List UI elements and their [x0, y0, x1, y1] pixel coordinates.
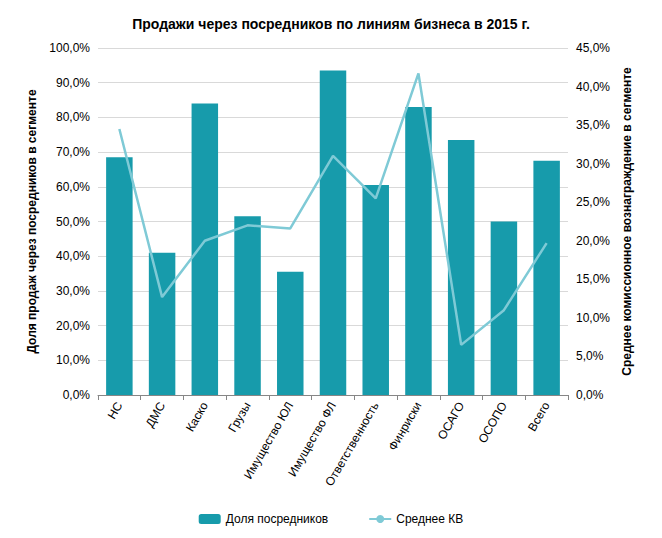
svg-text:100,0%: 100,0%	[49, 41, 90, 55]
svg-text:40,0%: 40,0%	[576, 80, 610, 94]
svg-text:0,0%: 0,0%	[576, 388, 604, 402]
svg-text:Финриски: Финриски	[386, 399, 425, 453]
svg-text:10,0%: 10,0%	[56, 353, 90, 367]
svg-text:25,0%: 25,0%	[576, 195, 610, 209]
svg-text:15,0%: 15,0%	[576, 272, 610, 286]
svg-text:Доля продаж через посредников: Доля продаж через посредников в сегменте	[25, 89, 39, 353]
svg-text:Продажи через посредников по л: Продажи через посредников по линиям бизн…	[132, 16, 530, 32]
svg-text:Среднее комиссионное вознаграж: Среднее комиссионное вознаграждение в се…	[620, 67, 634, 376]
svg-text:80,0%: 80,0%	[56, 110, 90, 124]
svg-text:НС: НС	[105, 399, 126, 421]
svg-text:0,0%: 0,0%	[63, 388, 91, 402]
svg-text:45,0%: 45,0%	[576, 41, 610, 55]
svg-text:ДМС: ДМС	[143, 399, 169, 429]
svg-text:Имущество ЮЛ: Имущество ЮЛ	[241, 399, 297, 482]
svg-text:30,0%: 30,0%	[56, 284, 90, 298]
svg-text:Каско: Каско	[183, 399, 211, 434]
svg-text:70,0%: 70,0%	[56, 145, 90, 159]
svg-text:5,0%: 5,0%	[576, 349, 604, 363]
svg-text:Ответственность: Ответственность	[322, 399, 381, 488]
svg-text:35,0%: 35,0%	[576, 118, 610, 132]
svg-text:Доля посредников: Доля посредников	[226, 512, 329, 526]
svg-text:10,0%: 10,0%	[576, 311, 610, 325]
svg-text:60,0%: 60,0%	[56, 180, 90, 194]
svg-text:ОСАГО: ОСАГО	[435, 399, 468, 441]
svg-text:30,0%: 30,0%	[576, 157, 610, 171]
svg-text:20,0%: 20,0%	[56, 319, 90, 333]
svg-text:Имущество ФЛ: Имущество ФЛ	[285, 399, 340, 479]
svg-text:Грузы: Грузы	[225, 399, 253, 434]
svg-text:50,0%: 50,0%	[56, 215, 90, 229]
svg-text:ОСОПО: ОСОПО	[475, 399, 510, 445]
svg-text:Среднее КВ: Среднее КВ	[396, 512, 463, 526]
svg-text:40,0%: 40,0%	[56, 249, 90, 263]
svg-text:Всего: Всего	[525, 399, 553, 434]
svg-text:90,0%: 90,0%	[56, 76, 90, 90]
svg-text:20,0%: 20,0%	[576, 234, 610, 248]
